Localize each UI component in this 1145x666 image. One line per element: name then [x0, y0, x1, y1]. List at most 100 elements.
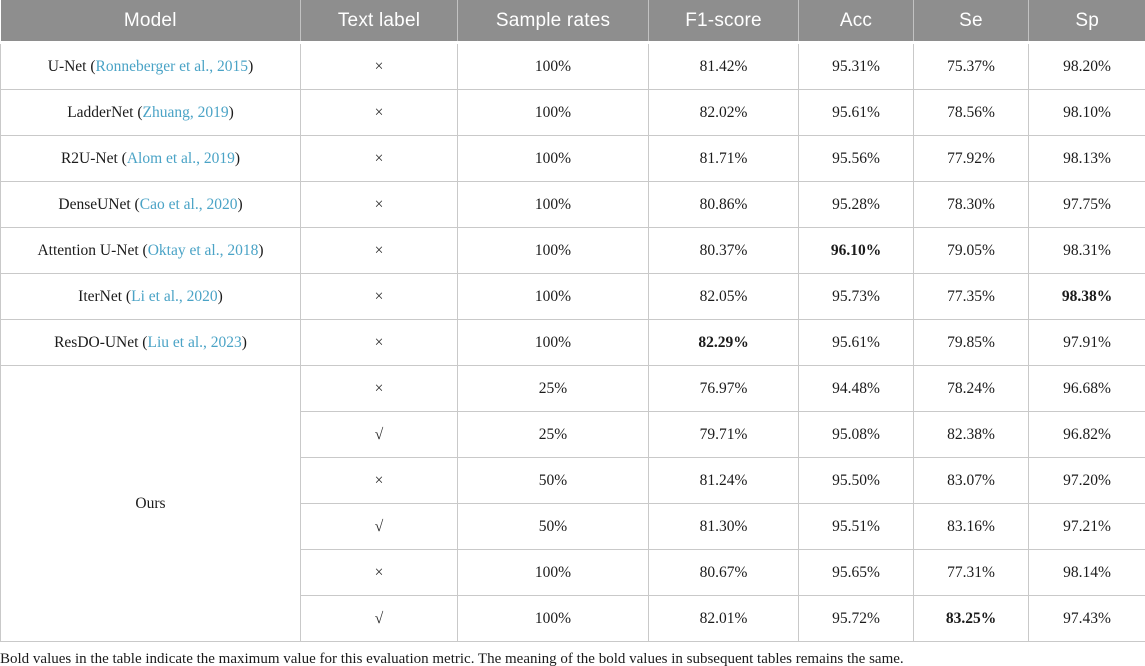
cell-text-label: ×: [300, 319, 458, 366]
column-header-sample-rates: Sample rates: [457, 0, 649, 44]
cell-f1-score: 80.86%: [648, 181, 799, 228]
table-row: DenseUNet (Cao et al., 2020) × 100% 80.86% 9…: [0, 181, 1145, 228]
table-body: U-Net (Ronneberger et al., 2015) × 100% 81.…: [0, 42, 1145, 642]
citation-link[interactable]: Oktay et al., 2018: [147, 241, 259, 259]
table-row: Attention U-Net (Oktay et al., 2018) × 100…: [0, 227, 1145, 274]
cell-sample-rate: 100%: [457, 42, 649, 90]
cell-se: 78.24%: [913, 365, 1029, 412]
cell-acc: 95.50%: [798, 457, 914, 504]
cell-f1-score: 82.01%: [648, 595, 799, 642]
cell-se: 82.38%: [913, 411, 1029, 458]
table-row-ours: √ 25% 79.71% 95.08% 82.38% 96.82%: [1, 411, 1145, 458]
cell-sp: 97.91%: [1028, 319, 1145, 366]
cell-acc: 95.08%: [798, 411, 914, 458]
cell-sp: 96.82%: [1028, 411, 1145, 458]
model-name: ResDO-UNet (: [54, 333, 148, 351]
cell-text-label: ×: [300, 457, 458, 504]
table-row-ours: × 50% 81.24% 95.50% 83.07% 97.20%: [1, 457, 1145, 504]
citation-link[interactable]: Ronneberger et al., 2015: [95, 57, 249, 75]
cell-sp: 98.10%: [1028, 89, 1145, 136]
cell-se: 83.16%: [913, 503, 1029, 550]
model-name: DenseUNet (: [58, 195, 140, 213]
model-name: Attention U-Net (: [37, 241, 148, 259]
cell-sp: 97.75%: [1028, 181, 1145, 228]
cell-text-label: ×: [300, 227, 458, 274]
model-name: U-Net (: [47, 57, 96, 75]
cell-sample-rate: 100%: [457, 549, 649, 596]
cell-f1-score: 80.37%: [648, 227, 799, 274]
cell-text-label: ×: [300, 89, 458, 136]
cell-f1-score: 82.02%: [648, 89, 799, 136]
table-row: U-Net (Ronneberger et al., 2015) × 100% 81.…: [0, 42, 1145, 90]
cell-se: 83.25%: [913, 595, 1029, 642]
cell-se: 79.05%: [913, 227, 1029, 274]
cell-sample-rate: 100%: [457, 227, 649, 274]
model-cell: U-Net (Ronneberger et al., 2015): [0, 42, 301, 90]
table-header: Model Text label Sample rates F1-score Acc Se…: [0, 0, 1145, 44]
cell-acc: 95.31%: [798, 42, 914, 90]
cell-f1-score: 81.71%: [648, 135, 799, 182]
column-header-se: Se: [913, 0, 1029, 44]
cell-se: 77.92%: [913, 135, 1029, 182]
model-name-suffix: ): [234, 149, 241, 167]
cell-sample-rate: 100%: [457, 595, 649, 642]
model-name-suffix: ): [248, 57, 254, 75]
column-header-acc: Acc: [798, 0, 914, 44]
cell-se: 75.37%: [913, 42, 1029, 90]
model-cell: Attention U-Net (Oktay et al., 2018): [0, 227, 301, 274]
table-row: LadderNet (Zhuang, 2019) × 100% 82.02% 95.61…: [0, 89, 1145, 136]
cell-sp: 98.20%: [1028, 42, 1145, 90]
cell-se: 83.07%: [913, 457, 1029, 504]
model-cell: LadderNet (Zhuang, 2019): [0, 89, 301, 136]
cell-acc: 96.10%: [798, 227, 914, 274]
cell-text-label: ×: [300, 365, 458, 412]
cell-se: 78.56%: [913, 89, 1029, 136]
cell-sp: 98.13%: [1028, 135, 1145, 182]
cell-acc: 95.61%: [798, 319, 914, 366]
cell-sp: 96.68%: [1028, 365, 1145, 412]
model-name-suffix: ): [237, 195, 243, 213]
table-row-ours: × 100% 80.67% 95.65% 77.31% 98.14%: [1, 549, 1145, 596]
table-footnote: Bold values in the table indicate the ma…: [0, 651, 904, 666]
cell-sample-rate: 25%: [457, 411, 649, 458]
cell-text-label: ×: [300, 42, 458, 90]
citation-link[interactable]: Zhuang, 2019: [142, 103, 229, 121]
cell-f1-score: 82.29%: [648, 319, 799, 366]
cell-acc: 95.72%: [798, 595, 914, 642]
model-name: R2U-Net (: [60, 149, 127, 167]
cell-text-label: ×: [300, 549, 458, 596]
table-row-ours: Ours × 25% 76.97% 94.48% 78.24% 96.68%: [0, 365, 1145, 642]
cell-sp: 97.43%: [1028, 595, 1145, 642]
table-row: R2U-Net (Alom et al., 2019) × 100% 81.71% 95…: [0, 135, 1145, 182]
table-row: IterNet (Li et al., 2020) × 100% 82.05% 95.7…: [0, 273, 1145, 320]
citation-link[interactable]: Alom et al., 2019: [126, 149, 235, 167]
column-header-f1-score: F1-score: [648, 0, 799, 44]
cell-text-label: √: [300, 503, 458, 550]
model-name-suffix: ): [228, 103, 234, 121]
table-row-ours: √ 100% 82.01% 95.72% 83.25% 97.43%: [1, 595, 1145, 642]
cell-sp: 97.21%: [1028, 503, 1145, 550]
cell-sample-rate: 100%: [457, 319, 649, 366]
cell-f1-score: 79.71%: [648, 411, 799, 458]
cell-acc: 95.28%: [798, 181, 914, 228]
cell-sample-rate: 50%: [457, 457, 649, 504]
column-header-sp: Sp: [1028, 0, 1145, 44]
model-cell: ResDO-UNet (Liu et al., 2023): [0, 319, 301, 366]
cell-acc: 95.61%: [798, 89, 914, 136]
citation-link[interactable]: Li et al., 2020: [131, 287, 218, 305]
citation-link[interactable]: Cao et al., 2020: [139, 195, 238, 213]
model-name-suffix: ): [258, 241, 264, 259]
cell-f1-score: 81.42%: [648, 42, 799, 90]
model-name: LadderNet (: [67, 103, 143, 121]
cell-sample-rate: 50%: [457, 503, 649, 550]
cell-acc: 95.65%: [798, 549, 914, 596]
cell-se: 77.31%: [913, 549, 1029, 596]
cell-text-label: ×: [300, 135, 458, 182]
table-row-ours: √ 50% 81.30% 95.51% 83.16% 97.21%: [1, 503, 1145, 550]
header-row: Model Text label Sample rates F1-score Acc Se…: [0, 0, 1145, 44]
table-row: ResDO-UNet (Liu et al., 2023) × 100% 82.29%…: [0, 319, 1145, 366]
model-name-suffix: ): [217, 287, 223, 305]
cell-sample-rate: 100%: [457, 89, 649, 136]
cell-f1-score: 81.30%: [648, 503, 799, 550]
citation-link[interactable]: Liu et al., 2023: [147, 333, 242, 351]
